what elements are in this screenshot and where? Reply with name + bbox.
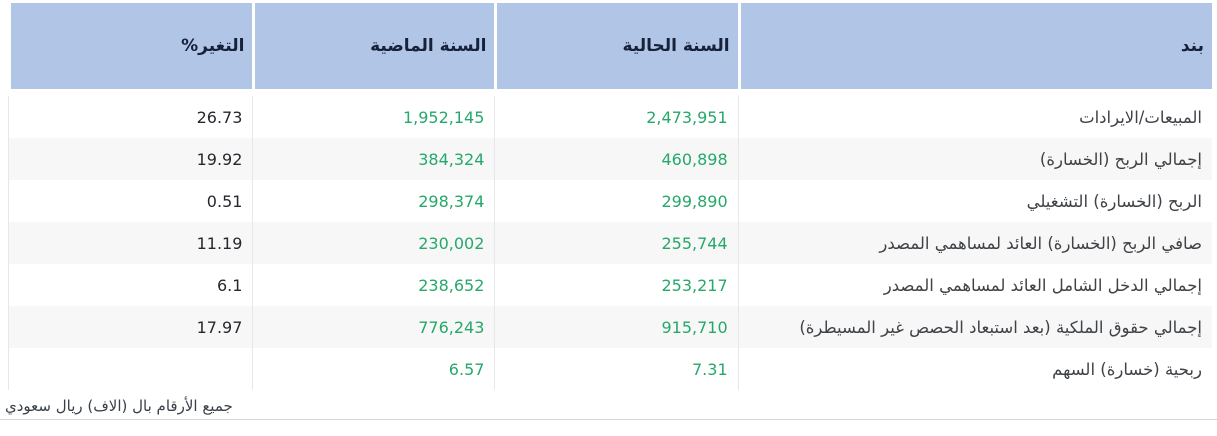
cell-current-year: 299,890: [494, 180, 738, 222]
cell-item: إجمالي الدخل الشامل العائد لمساهمي المصد…: [737, 264, 1212, 306]
cell-previous-year: 384,324: [252, 138, 495, 180]
cell-current-year: 915,710: [494, 306, 738, 348]
table-body: المبيعات/الايرادات 2,473,951 1,952,145 2…: [8, 96, 1212, 390]
column-header-previous-year: السنة الماضية: [252, 3, 495, 96]
cell-change-pct: 17.97: [8, 306, 253, 348]
cell-previous-year: 238,652: [252, 264, 495, 306]
table-row: إجمالي حقوق الملكية (بعد استبعاد الحصص غ…: [8, 306, 1212, 348]
cell-item: صافي الربح (الخسارة) العائد لمساهمي المص…: [737, 222, 1212, 264]
header-row: بند السنة الحالية السنة الماضية التغير%: [8, 3, 1212, 96]
cell-previous-year: 230,002: [252, 222, 495, 264]
table-row: إجمالي الربح (الخسارة) 460,898 384,324 1…: [8, 138, 1212, 180]
cell-item: إجمالي الربح (الخسارة): [737, 138, 1212, 180]
financials-table: بند السنة الحالية السنة الماضية التغير% …: [8, 3, 1212, 390]
cell-previous-year: 298,374: [252, 180, 495, 222]
units-footnote: جميع الأرقام بال (الاف) ريال سعودي: [5, 397, 233, 415]
cell-change-pct: 11.19: [8, 222, 253, 264]
cell-change-pct: 6.1: [8, 264, 253, 306]
cell-current-year: 460,898: [494, 138, 738, 180]
column-header-change-pct: التغير%: [8, 3, 253, 96]
cell-change-pct: [8, 348, 253, 390]
cell-change-pct: 0.51: [8, 180, 253, 222]
table-row: صافي الربح (الخسارة) العائد لمساهمي المص…: [8, 222, 1212, 264]
table-header: بند السنة الحالية السنة الماضية التغير%: [8, 3, 1212, 96]
bottom-divider: [0, 419, 1217, 420]
cell-change-pct: 19.92: [8, 138, 253, 180]
financials-table-container: بند السنة الحالية السنة الماضية التغير% …: [8, 3, 1212, 390]
column-header-item: بند: [737, 3, 1212, 96]
table-row: ربحية (خسارة) السهم 7.31 6.57: [8, 348, 1212, 390]
cell-change-pct: 26.73: [8, 96, 253, 138]
cell-item: إجمالي حقوق الملكية (بعد استبعاد الحصص غ…: [737, 306, 1212, 348]
cell-current-year: 7.31: [494, 348, 738, 390]
table-row: إجمالي الدخل الشامل العائد لمساهمي المصد…: [8, 264, 1212, 306]
cell-previous-year: 1,952,145: [252, 96, 495, 138]
cell-previous-year: 776,243: [252, 306, 495, 348]
column-header-current-year: السنة الحالية: [494, 3, 738, 96]
cell-previous-year: 6.57: [252, 348, 495, 390]
cell-current-year: 2,473,951: [494, 96, 738, 138]
cell-item: الربح (الخسارة) التشغيلي: [737, 180, 1212, 222]
table-row: المبيعات/الايرادات 2,473,951 1,952,145 2…: [8, 96, 1212, 138]
cell-item: المبيعات/الايرادات: [737, 96, 1212, 138]
cell-current-year: 253,217: [494, 264, 738, 306]
cell-current-year: 255,744: [494, 222, 738, 264]
table-row: الربح (الخسارة) التشغيلي 299,890 298,374…: [8, 180, 1212, 222]
cell-item: ربحية (خسارة) السهم: [737, 348, 1212, 390]
